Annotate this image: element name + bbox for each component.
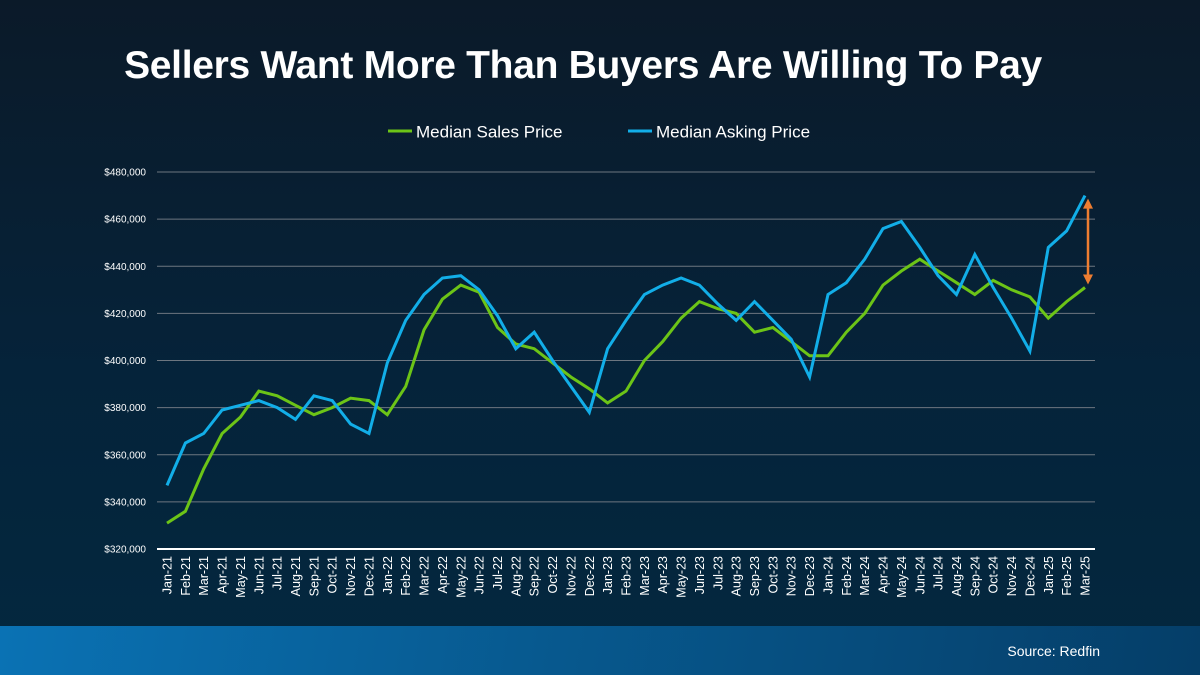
x-tick-label: Mar-24 [858, 556, 872, 596]
x-tick-label: Jun-23 [693, 556, 707, 594]
x-tick-label: Jan-21 [161, 556, 175, 594]
x-tick-label: Jul-23 [711, 556, 725, 590]
arrow-head-up-icon [1083, 198, 1093, 209]
x-tick-label: Feb-25 [1060, 556, 1074, 596]
y-tick-label: $340,000 [104, 497, 146, 508]
x-tick-label: Feb-24 [840, 556, 854, 596]
x-tick-label: Aug-24 [950, 556, 964, 596]
series-line-median-asking-price [165, 194, 1087, 486]
y-tick-label: $400,000 [104, 356, 146, 367]
x-tick-label: Mar-22 [418, 556, 432, 596]
x-tick-label: Jan-23 [601, 556, 615, 594]
x-tick-label: May-23 [675, 556, 689, 598]
x-tick-label: Apr-24 [877, 556, 891, 594]
x-tick-label: Feb-22 [399, 556, 413, 596]
legend-label: Median Sales Price [416, 123, 562, 142]
x-tick-label: Dec-22 [583, 556, 597, 596]
x-tick-label: Sep-24 [968, 556, 982, 596]
x-tick-label: Oct-21 [326, 556, 340, 594]
x-tick-label: Sep-23 [748, 556, 762, 596]
x-tick-label: Oct-22 [546, 556, 560, 594]
x-tick-label: Dec-21 [362, 556, 376, 596]
x-tick-label: May-24 [895, 556, 909, 598]
y-tick-label: $360,000 [104, 450, 146, 461]
chart-title: Sellers Want More Than Buyers Are Willin… [124, 44, 1042, 87]
x-tick-label: Apr-21 [216, 556, 230, 594]
x-tick-label: Aug-23 [730, 556, 744, 596]
y-tick-label: $380,000 [104, 403, 146, 414]
x-tick-label: Nov-23 [785, 556, 799, 596]
x-tick-label: Jun-21 [252, 556, 266, 594]
x-tick-label: Feb-21 [179, 556, 193, 596]
x-tick-label: Jul-24 [932, 556, 946, 590]
x-tick-label: May-22 [454, 556, 468, 598]
x-tick-label: Oct-23 [766, 556, 780, 594]
y-tick-label: $440,000 [104, 262, 146, 273]
x-tick-label: Nov-22 [564, 556, 578, 596]
x-tick-label: Mar-25 [1079, 556, 1093, 596]
x-tick-label: Dec-24 [1023, 556, 1037, 596]
x-tick-label: Jun-22 [473, 556, 487, 594]
arrow-head-down-icon [1083, 274, 1093, 285]
x-tick-label: Mar-21 [197, 556, 211, 596]
legend-label: Median Asking Price [656, 123, 810, 142]
x-tick-label: Sep-22 [528, 556, 542, 596]
x-tick-label: May-21 [234, 556, 248, 598]
x-tick-label: Sep-21 [307, 556, 321, 596]
x-tick-label: Jan-24 [821, 556, 835, 594]
footer-band: Source: Redfin [0, 626, 1200, 675]
x-tick-label: Dec-23 [803, 556, 817, 596]
line-chart: $320,000 $340,000 $360,000 $380,000 $400,000… [104, 123, 1095, 598]
x-tick-label: Jul-22 [491, 556, 505, 590]
x-tick-label: Apr-23 [656, 556, 670, 594]
x-tick-label: Aug-21 [289, 556, 303, 596]
y-tick-label: $460,000 [104, 215, 146, 226]
x-tick-label: Nov-24 [1005, 556, 1019, 596]
x-tick-label: Aug-22 [509, 556, 523, 596]
x-tick-label: Jan-22 [381, 556, 395, 594]
x-tick-label: Apr-22 [436, 556, 450, 594]
source-label: Source: Redfin [1007, 643, 1100, 659]
y-tick-label: $320,000 [104, 545, 146, 556]
x-tick-label: Oct-24 [987, 556, 1001, 594]
y-tick-label: $420,000 [104, 309, 146, 320]
x-tick-label: Jun-24 [913, 556, 927, 594]
x-tick-label: Jul-21 [271, 556, 285, 590]
x-tick-label: Feb-23 [620, 556, 634, 596]
x-tick-label: Mar-23 [638, 556, 652, 596]
y-tick-label: $480,000 [104, 168, 146, 179]
x-tick-label: Jan-25 [1042, 556, 1056, 594]
x-tick-label: Nov-21 [344, 556, 358, 596]
